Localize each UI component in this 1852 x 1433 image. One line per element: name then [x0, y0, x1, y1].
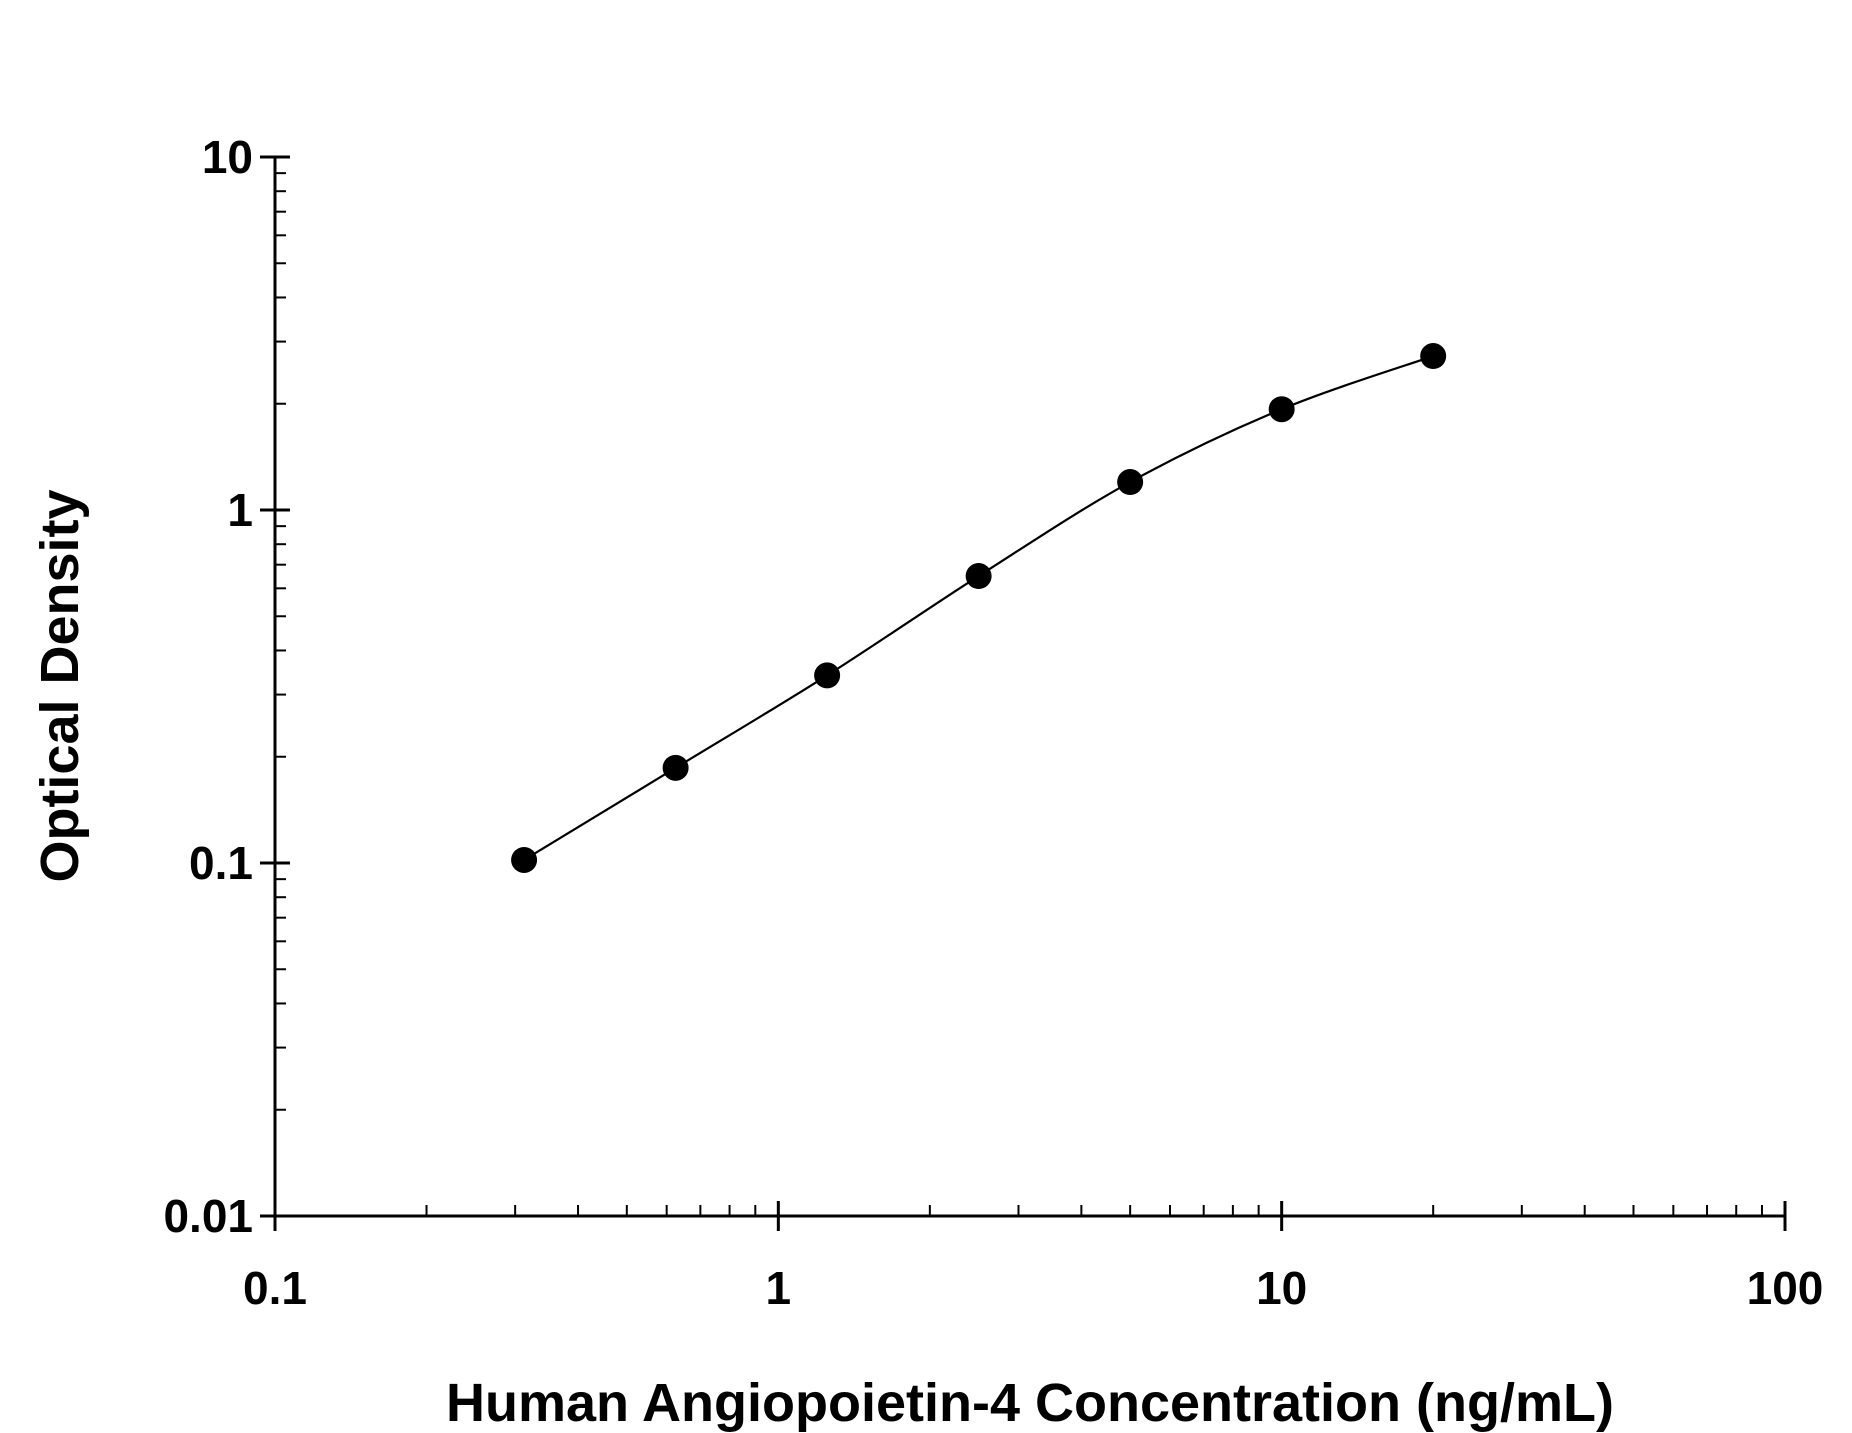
data-point — [965, 563, 992, 590]
x-axis-title: Human Angiopoietin-4 Concentration (ng/m… — [446, 1373, 1614, 1433]
x-tick-label: 10 — [1256, 1262, 1307, 1314]
x-axis-ticks — [273, 1201, 1787, 1231]
y-axis-tick-labels: 0.01 0.1 1 10 — [163, 131, 253, 1242]
y-axis-ticks — [260, 155, 290, 1218]
y-tick-label: 0.01 — [163, 1190, 253, 1242]
x-tick-label: 1 — [766, 1262, 792, 1314]
y-tick-label: 1 — [227, 484, 253, 536]
data-point — [1268, 396, 1295, 423]
data-points — [511, 343, 1447, 873]
data-point — [662, 754, 689, 781]
x-tick-label: 100 — [1747, 1262, 1824, 1314]
y-axis-title: Optical Density — [30, 489, 90, 882]
data-point — [511, 846, 538, 873]
data-point — [1420, 343, 1447, 370]
y-tick-label: 0.1 — [189, 837, 253, 889]
y-tick-label: 10 — [202, 131, 253, 183]
data-point — [814, 662, 841, 689]
fit-curve — [523, 354, 1434, 861]
x-tick-label: 0.1 — [243, 1262, 307, 1314]
data-point — [1117, 469, 1144, 496]
x-axis-tick-labels: 0.1 1 10 100 — [243, 1262, 1823, 1314]
